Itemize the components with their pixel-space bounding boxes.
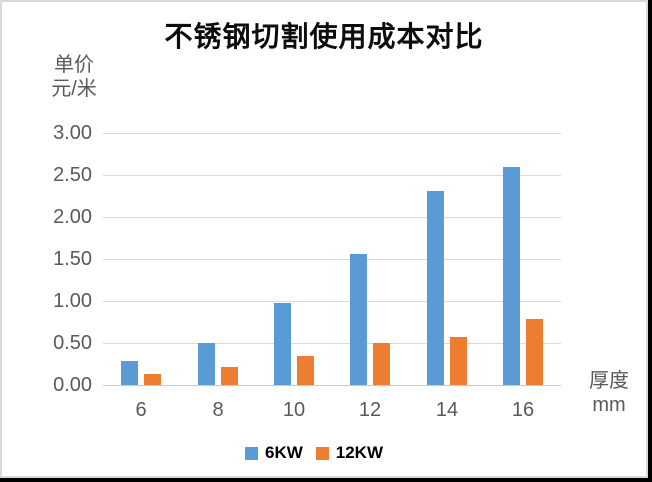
gridline [103, 259, 561, 260]
bar-12kw-14 [450, 337, 467, 385]
bar-12kw-16 [526, 319, 543, 385]
x-tick-label: 10 [282, 399, 306, 421]
y-axis-unit-line1: 单价 [54, 54, 94, 76]
legend-swatch-12kw [315, 447, 329, 460]
y-tick-label: 0.50 [53, 332, 92, 354]
plot-area [103, 133, 561, 386]
bar-12kw-6 [144, 374, 161, 385]
x-tick-label: 6 [135, 399, 147, 421]
bar-12kw-10 [297, 356, 314, 385]
y-tick-label: 1.50 [53, 248, 92, 270]
y-tick-label: 2.00 [53, 206, 92, 228]
bar-12kw-12 [373, 343, 390, 385]
gridline [103, 301, 561, 302]
y-axis-unit-line2: 元/米 [51, 78, 97, 100]
bar-6kw-10 [274, 303, 291, 385]
bar-12kw-8 [221, 367, 238, 385]
y-tick-label: 3.00 [53, 122, 92, 144]
legend-swatch-6kw [244, 447, 258, 460]
bar-6kw-16 [503, 167, 520, 385]
bar-6kw-14 [427, 191, 444, 385]
x-axis-unit-label: 厚度 mm [581, 369, 637, 417]
x-axis-unit-line2: mm [592, 394, 626, 416]
legend-item-6kw: 6KW [244, 443, 303, 463]
y-tick-label: 2.50 [53, 164, 92, 186]
legend-item-12kw: 12KW [315, 443, 383, 463]
chart-title: 不锈钢切割使用成本对比 [164, 21, 484, 52]
x-tick-label: 14 [435, 399, 459, 421]
gridline [103, 343, 561, 344]
legend-label-12kw: 12KW [335, 443, 383, 462]
legend-label-6kw: 6KW [264, 443, 303, 462]
y-tick-label: 0.00 [53, 374, 92, 396]
gridline [103, 133, 561, 134]
gridline [103, 217, 561, 218]
bar-6kw-6 [121, 361, 138, 385]
y-tick-label: 1.00 [53, 290, 92, 312]
x-axis-unit-line1: 厚度 [589, 370, 629, 392]
x-tick-label: 16 [511, 399, 535, 421]
bar-6kw-12 [350, 254, 367, 385]
bar-6kw-8 [198, 343, 215, 385]
x-axis-line [103, 385, 561, 386]
x-tick-label: 8 [212, 399, 224, 421]
gridline [103, 175, 561, 176]
x-tick-label: 12 [358, 399, 382, 421]
chart-legend: 6KW 12KW [2, 443, 646, 463]
y-axis-unit-label: 单价 元/米 [32, 53, 116, 101]
